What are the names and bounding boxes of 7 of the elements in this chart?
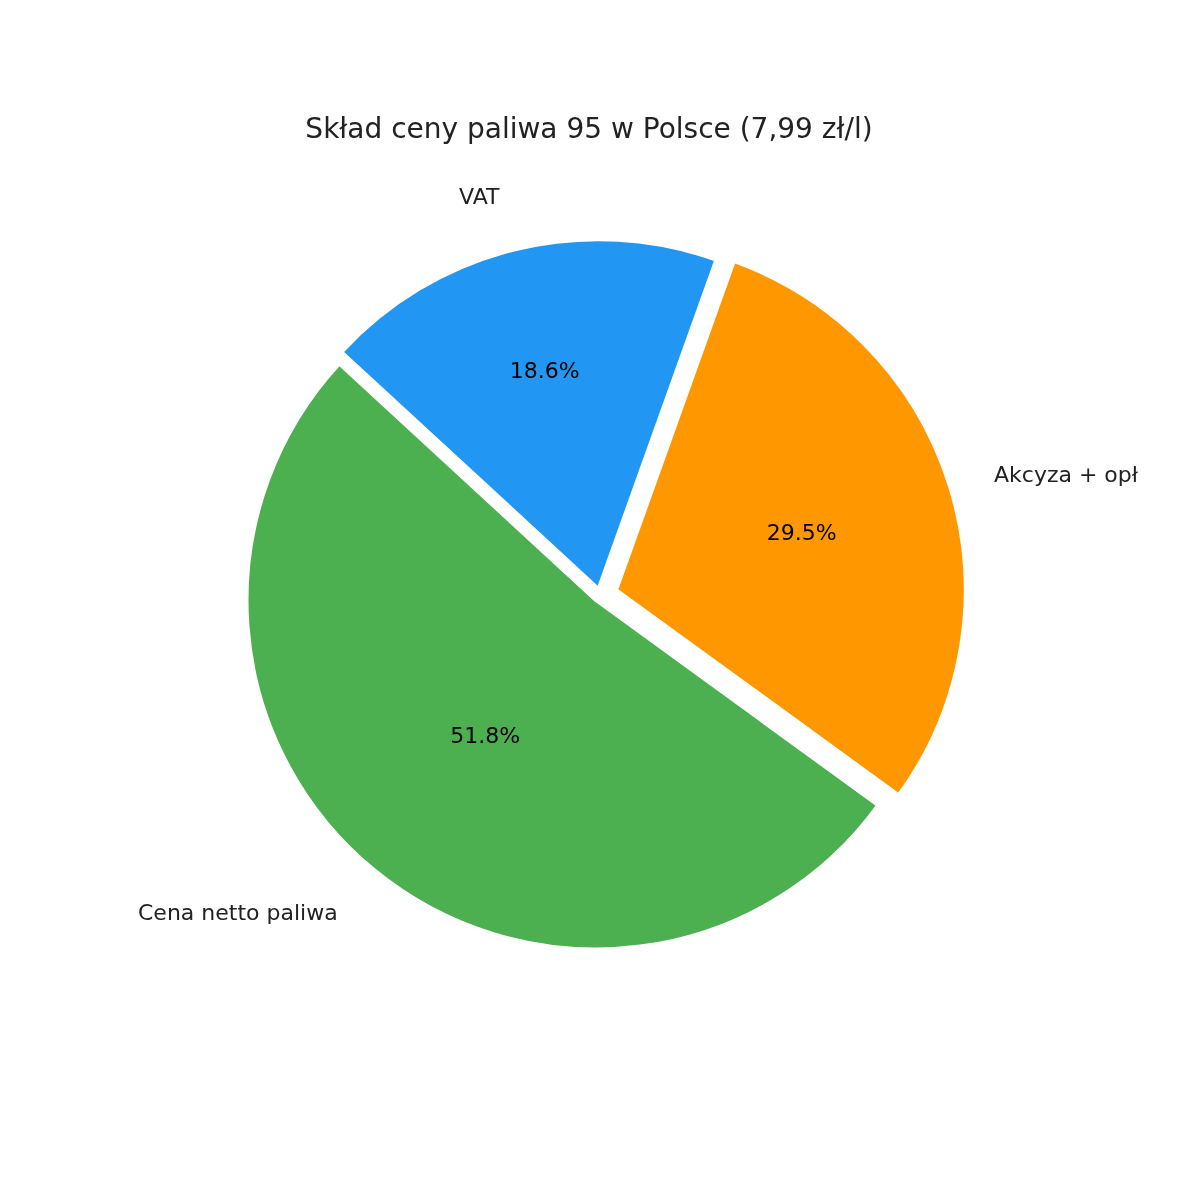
slice-label: Cena netto paliwa	[138, 900, 338, 925]
chart-title: Skład ceny paliwa 95 w Polsce (7,99 zł/l)	[305, 111, 873, 145]
data-label: 29.5%	[766, 520, 837, 546]
data-label: 18.6%	[509, 357, 580, 383]
slice-label: Akcyza + opł	[994, 462, 1139, 487]
data-label: 51.8%	[450, 722, 521, 748]
slice-label: VAT	[459, 184, 500, 209]
